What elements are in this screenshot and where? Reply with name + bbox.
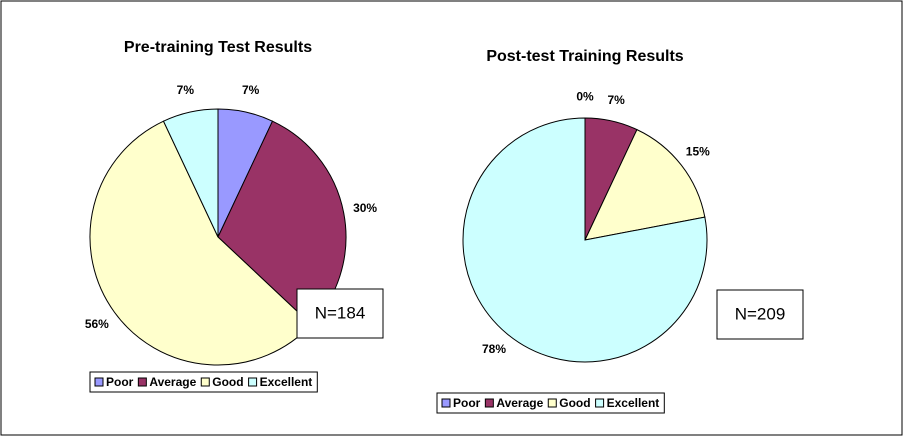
pie-slice — [584, 128, 706, 241]
legend-swatch — [94, 377, 104, 387]
legend-swatch — [547, 398, 557, 408]
legend-swatch — [595, 398, 605, 408]
data-label: 7% — [242, 83, 260, 97]
legend-swatch — [200, 377, 210, 387]
chart-title: Pre-training Test Results — [124, 39, 312, 56]
data-label: 7% — [607, 93, 625, 107]
data-label: 56% — [85, 317, 109, 331]
legend-label: Average — [149, 375, 196, 389]
pie-slice — [462, 117, 708, 363]
legend-label: Poor — [453, 396, 481, 410]
legend-label: Excellent — [260, 375, 313, 389]
annotation: N=184 — [315, 303, 366, 322]
legend-label: Poor — [106, 375, 134, 389]
pie-slice — [89, 120, 313, 366]
legend-label: Average — [496, 396, 543, 410]
legend-label: Excellent — [607, 396, 660, 410]
legend-swatch — [248, 377, 258, 387]
data-label: 7% — [177, 83, 195, 97]
pie-slice — [162, 108, 219, 238]
annotation: N=209 — [735, 304, 786, 323]
legend-label: Good — [212, 375, 243, 389]
legend-swatch — [137, 377, 147, 387]
chart-title: Post-test Training Results — [486, 48, 683, 65]
data-label: 0% — [576, 89, 594, 103]
annotation-box — [296, 288, 384, 339]
legend-swatch — [441, 398, 451, 408]
legend-swatch — [484, 398, 494, 408]
data-label: 30% — [353, 201, 377, 215]
data-label: 78% — [482, 342, 506, 356]
annotation-box — [716, 289, 804, 340]
data-label: 15% — [686, 145, 710, 159]
legend-label: Good — [559, 396, 590, 410]
